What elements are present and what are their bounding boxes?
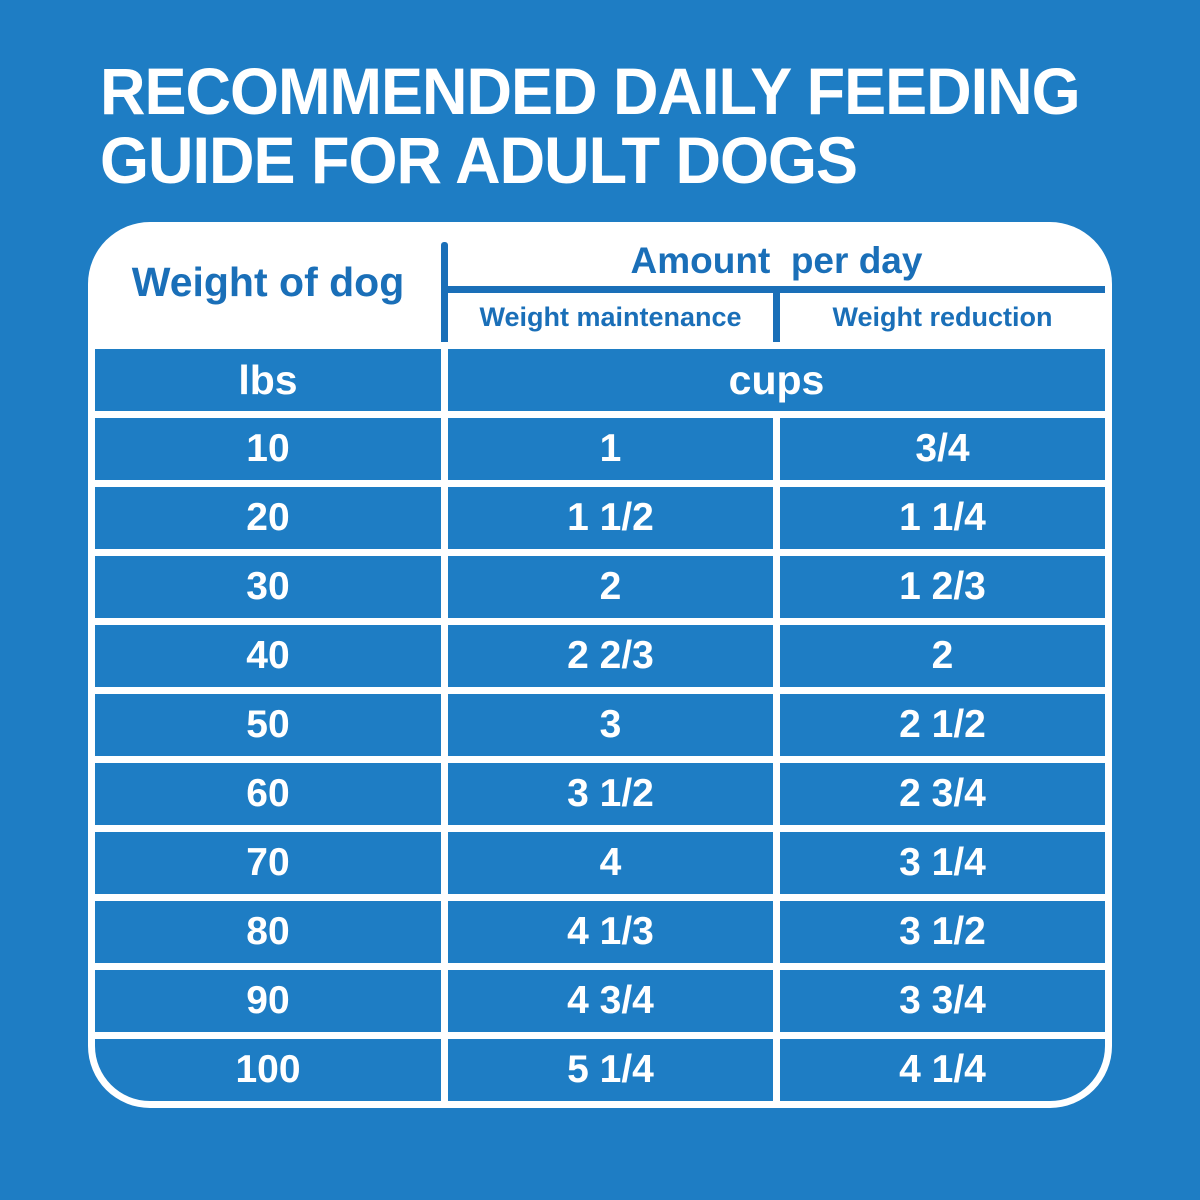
- table-row: 100 5 1/4 4 1/4: [95, 1039, 1105, 1101]
- header-vertical-divider: [441, 242, 448, 342]
- reduction-cell: 1 2/3: [780, 556, 1105, 618]
- maintenance-cell: 5 1/4: [448, 1039, 773, 1101]
- maintenance-cell: 4 1/3: [448, 901, 773, 963]
- reduction-cell: 3 3/4: [780, 970, 1105, 1032]
- weight-cell: 60: [95, 763, 441, 825]
- header-weight-reduction: Weight reduction: [832, 302, 1053, 332]
- feeding-guide-table: Weight of dog Amount per day Weight main…: [88, 222, 1112, 1108]
- maintenance-cell: 2: [448, 556, 773, 618]
- units-amount-cell: cups: [448, 349, 1105, 411]
- header-weight-of-dog: Weight of dog: [131, 258, 405, 305]
- weight-cell: 70: [95, 832, 441, 894]
- reduction-cell: 3/4: [780, 418, 1105, 480]
- table-row: 20 1 1/2 1 1/4: [95, 487, 1105, 549]
- subheader-vertical-divider: [773, 293, 780, 342]
- reduction-cell: 2 1/2: [780, 694, 1105, 756]
- units-row: lbs cups: [95, 349, 1105, 411]
- table-header: Weight of dog Amount per day Weight main…: [95, 222, 1105, 342]
- weight-cell: 80: [95, 901, 441, 963]
- maintenance-cell: 3 1/2: [448, 763, 773, 825]
- table-row: 90 4 3/4 3 3/4: [95, 970, 1105, 1032]
- weight-cell: 30: [95, 556, 441, 618]
- weight-cell: 40: [95, 625, 441, 687]
- maintenance-cell: 1 1/2: [448, 487, 773, 549]
- maintenance-cell: 4: [448, 832, 773, 894]
- table-row: 70 4 3 1/4: [95, 832, 1105, 894]
- header-weight-maintenance: Weight maintenance: [479, 302, 742, 332]
- weight-cell: 20: [95, 487, 441, 549]
- reduction-cell: 2: [780, 625, 1105, 687]
- header-subcolumns: Weight maintenance Weight reduction: [448, 293, 1105, 342]
- maintenance-cell: 3: [448, 694, 773, 756]
- reduction-cell: 3 1/4: [780, 832, 1105, 894]
- weight-cell: 90: [95, 970, 441, 1032]
- weight-cell: 10: [95, 418, 441, 480]
- page-title-line2: GUIDE FOR ADULT DOGS: [100, 124, 858, 198]
- weight-cell: 50: [95, 694, 441, 756]
- page-title-line1: RECOMMENDED DAILY FEEDING: [100, 55, 1081, 129]
- maintenance-cell: 4 3/4: [448, 970, 773, 1032]
- header-amount-per-day: Amount per day: [448, 222, 1105, 293]
- reduction-cell: 4 1/4: [780, 1039, 1105, 1101]
- table-row: 10 1 3/4: [95, 418, 1105, 480]
- maintenance-cell: 2 2/3: [448, 625, 773, 687]
- weight-cell: 100: [95, 1039, 441, 1101]
- units-weight-cell: lbs: [95, 349, 441, 411]
- table-row: 30 2 1 2/3: [95, 556, 1105, 618]
- table-row: 40 2 2/3 2: [95, 625, 1105, 687]
- header-amount-group: Amount per day Weight maintenance Weight…: [448, 222, 1105, 342]
- reduction-cell: 3 1/2: [780, 901, 1105, 963]
- table-row: 80 4 1/3 3 1/2: [95, 901, 1105, 963]
- reduction-cell: 2 3/4: [780, 763, 1105, 825]
- reduction-cell: 1 1/4: [780, 487, 1105, 549]
- table-row: 50 3 2 1/2: [95, 694, 1105, 756]
- table-row: 60 3 1/2 2 3/4: [95, 763, 1105, 825]
- page-title: RECOMMENDED DAILY FEEDING GUIDE FOR ADUL…: [100, 55, 1081, 198]
- maintenance-cell: 1: [448, 418, 773, 480]
